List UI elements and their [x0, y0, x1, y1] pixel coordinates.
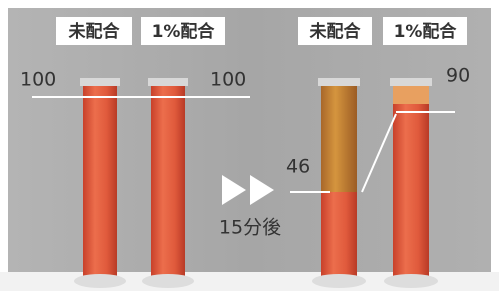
level-value: 90 [446, 65, 470, 87]
sample-label: 未配合 [309, 21, 362, 42]
sample-label: 未配合 [68, 21, 121, 42]
page: 未配合 1%配合 未配合 1%配合 100 100 46 90 15分後 (()… [0, 0, 499, 291]
level-value: 100 [210, 69, 246, 91]
sample-label: 1%配合 [152, 21, 216, 42]
photo: 未配合 1%配合 未配合 1%配合 100 100 46 90 15分後 [0, 0, 499, 291]
elapsed-label: 15分後 [219, 217, 281, 239]
level-value: 100 [20, 69, 56, 91]
sample-label: 1%配合 [394, 21, 458, 42]
level-value: 46 [286, 156, 310, 178]
